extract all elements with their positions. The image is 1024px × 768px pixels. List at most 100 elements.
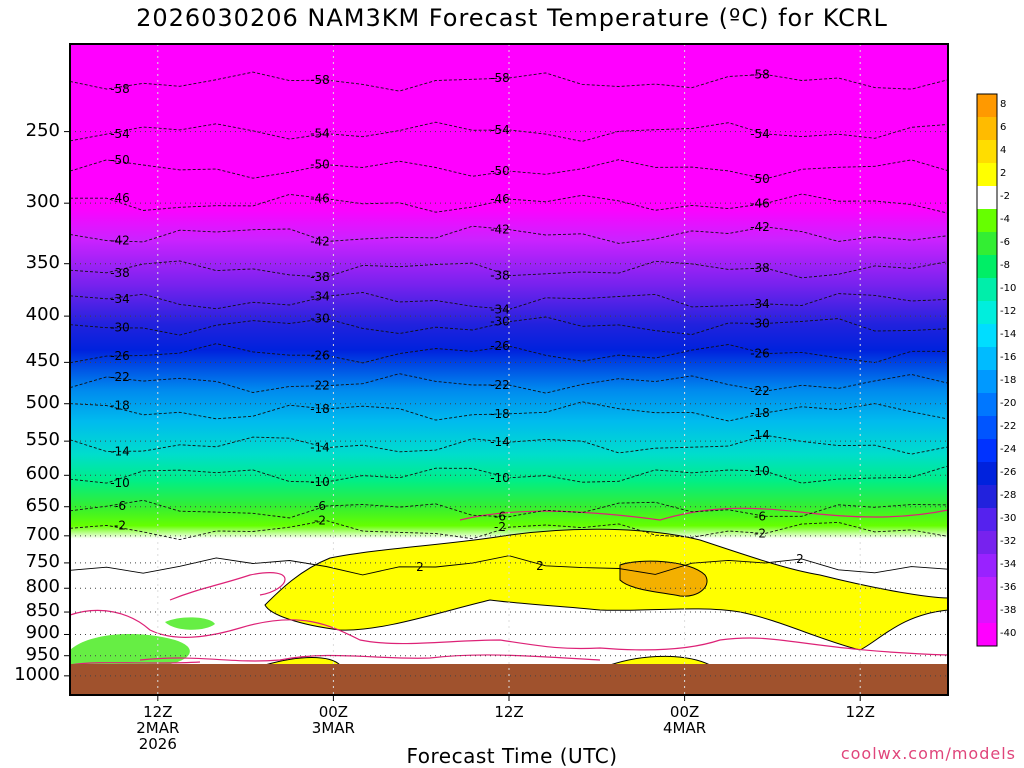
colorbar-swatch — [977, 278, 997, 302]
isotherm-contour — [69, 292, 949, 310]
colorbar-swatch — [977, 508, 997, 532]
isotherm-label: -54 — [310, 127, 330, 141]
isotherm-label: -50 — [110, 153, 130, 167]
isotherm-label: -2 — [314, 513, 326, 527]
isotherm-label: 2 — [796, 552, 804, 566]
isotherm-label: -18 — [750, 406, 770, 420]
colorbar-label: -30 — [1000, 512, 1017, 524]
colorbar-label: -8 — [1000, 259, 1010, 271]
colorbar-label: -6 — [1000, 236, 1010, 248]
isotherm-label: -30 — [310, 312, 330, 326]
zero-isotherm-contour — [69, 609, 949, 656]
isotherm-label: -46 — [110, 191, 130, 205]
isotherm-label: -42 — [110, 234, 130, 248]
isotherm-label: -42 — [490, 223, 510, 237]
cold-surface-patch — [70, 634, 190, 668]
isotherm-label: -58 — [490, 71, 510, 85]
colorbar-label: -12 — [1000, 305, 1017, 317]
isotherm-label: -58 — [110, 82, 130, 96]
colorbar-label: -20 — [1000, 397, 1017, 409]
isotherm-contour — [69, 520, 949, 541]
isotherm-label: -46 — [490, 192, 510, 206]
isotherm-label: -54 — [490, 123, 510, 137]
y-tick-label: 350 — [25, 251, 60, 273]
x-tick-label-line: 12Z — [143, 703, 173, 721]
credit-link[interactable]: coolwx.com/models — [840, 744, 1016, 763]
zero-isotherm-contour — [69, 661, 201, 666]
colorbar-label: -2 — [1000, 190, 1010, 202]
isotherm-label: -10 — [310, 475, 330, 489]
y-tick-label: 950 — [25, 643, 60, 665]
isotherm-label: -10 — [490, 471, 510, 485]
colorbar-label: -36 — [1000, 581, 1017, 593]
y-tick-label: 450 — [25, 350, 60, 372]
isotherm-label: -58 — [750, 67, 770, 81]
isotherm-contour — [69, 343, 949, 364]
isotherm-label: -30 — [750, 317, 770, 331]
isotherm-contour — [69, 499, 949, 519]
isotherm-label: -22 — [490, 378, 510, 392]
x-tick-label: 12Z — [469, 704, 549, 720]
x-tick-label: 12Z 2MAR 2026 — [118, 704, 198, 752]
zero-isotherm-contour — [169, 572, 286, 601]
isotherm-label: -10 — [110, 476, 130, 490]
isotherm-label: -38 — [110, 266, 130, 280]
colorbar-label: -38 — [1000, 604, 1017, 616]
colorbar-swatch — [977, 554, 997, 578]
isotherm-label: -38 — [310, 270, 330, 284]
colorbar-label: -32 — [1000, 535, 1017, 547]
colorbar-swatch — [977, 209, 997, 233]
isotherm-label: -18 — [490, 407, 510, 421]
cold-surface-patch — [165, 617, 215, 630]
x-tick-label: 00Z 3MAR — [293, 704, 373, 736]
isotherm-label: -14 — [490, 435, 510, 449]
colorbar-label: 2 — [1000, 167, 1007, 179]
isotherm-label: 2 — [416, 560, 424, 574]
isotherm-label: -22 — [310, 379, 330, 393]
colorbar-label: -16 — [1000, 351, 1017, 363]
colorbar-label: -24 — [1000, 443, 1017, 455]
colorbar-label: 6 — [1000, 121, 1007, 133]
colorbar-label: -4 — [1000, 213, 1010, 225]
y-tick-label: 850 — [25, 600, 60, 622]
colorbar-frame — [976, 93, 998, 647]
y-tick-label: 650 — [25, 494, 60, 516]
warm-region-above-2c — [264, 528, 949, 651]
isotherm-label: -50 — [490, 164, 510, 178]
colorbar-swatch — [977, 347, 997, 371]
isotherm-label: -30 — [490, 315, 510, 329]
y-tick-label: 250 — [25, 119, 60, 141]
isotherm-label: -54 — [110, 127, 130, 141]
x-tick-label-line: 12Z — [494, 703, 524, 721]
isotherm-label: -50 — [310, 158, 330, 172]
y-tick-label: 700 — [25, 523, 60, 545]
colorbar-swatch — [977, 462, 997, 486]
x-axis-title: Forecast Time (UTC) — [406, 744, 618, 768]
isotherm-label: -14 — [750, 428, 770, 442]
colorbar-swatch — [977, 301, 997, 325]
isotherm-label: -38 — [750, 261, 770, 275]
colorbar-swatch — [977, 416, 997, 440]
isotherm-contour — [69, 401, 949, 422]
y-tick-label: 550 — [25, 429, 60, 451]
zero-isotherm-contour — [459, 507, 949, 521]
isotherm-label: -26 — [490, 339, 510, 353]
colorbar-swatch — [977, 370, 997, 394]
x-tick-label-line: 2026 — [138, 735, 177, 753]
isotherm-label: -26 — [750, 347, 770, 361]
colorbar-swatch — [977, 531, 997, 555]
isotherm-label: -26 — [110, 349, 130, 363]
colorbar-label: -28 — [1000, 489, 1017, 501]
x-tick-label-line: 2MAR — [136, 719, 180, 737]
isotherm-contour — [69, 71, 949, 92]
isotherm-label: -6 — [494, 510, 506, 524]
colorbar-swatch — [977, 140, 997, 164]
isotherm-label: -18 — [310, 402, 330, 416]
colorbar-swatch — [977, 186, 997, 210]
zero-isotherm-contour — [139, 654, 601, 662]
y-tick-label: 800 — [25, 576, 60, 598]
isotherm-label: -2 — [754, 526, 766, 540]
isotherm-label: 2 — [536, 559, 544, 573]
